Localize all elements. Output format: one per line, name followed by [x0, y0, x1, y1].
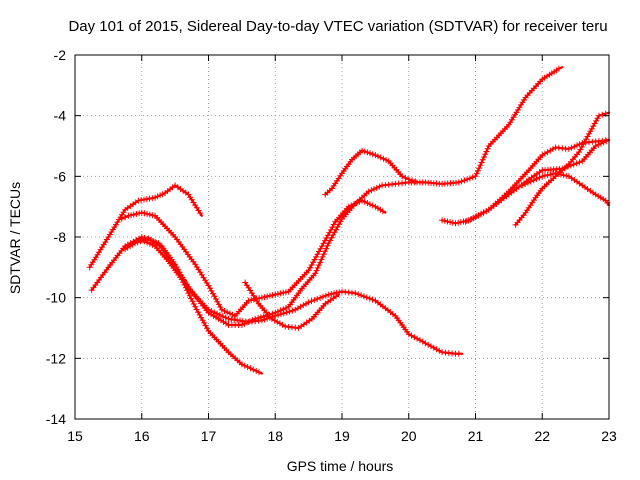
series-line: [324, 149, 420, 196]
series-arc-1: [86, 182, 204, 271]
series-line: [464, 138, 611, 223]
x-tick-label: 18: [267, 428, 283, 444]
y-tick-label: -2: [54, 47, 67, 63]
x-tick-label: 19: [334, 428, 350, 444]
y-tick-label: -4: [54, 108, 67, 124]
series-arc-5: [138, 237, 263, 376]
x-tick-label: 21: [468, 428, 484, 444]
chart-title: Day 101 of 2015, Sidereal Day-to-day VTE…: [68, 18, 607, 35]
x-tick-label: 15: [67, 428, 83, 444]
x-tick-label: 17: [201, 428, 217, 444]
series-arc-11: [519, 170, 611, 207]
y-tick-label: -6: [54, 168, 67, 184]
series-line: [88, 184, 203, 269]
series-markers: [322, 147, 419, 198]
series-arc-9: [462, 138, 611, 225]
x-tick-label: 16: [134, 428, 150, 444]
y-tick-label: -10: [46, 290, 66, 306]
series-arc-6: [242, 279, 340, 331]
x-axis-label: GPS time / hours: [287, 458, 394, 474]
series-markers: [86, 182, 204, 271]
series-markers: [242, 279, 339, 331]
y-tick-label: -8: [54, 229, 67, 245]
series-markers: [118, 197, 386, 319]
axis-ticks: 15 16 17 18 19 20 21 22 23 -14 -12 -10 -8 -6 -4 -2: [46, 47, 617, 444]
series-markers: [122, 235, 462, 357]
grid: [75, 55, 609, 419]
x-tick-label: 22: [534, 428, 550, 444]
y-tick-label: -14: [46, 411, 66, 427]
series-group: [86, 65, 611, 376]
series-markers: [519, 170, 611, 206]
series-arc-4: [122, 235, 464, 357]
x-tick-label: 20: [401, 428, 417, 444]
series-markers: [138, 237, 262, 376]
y-tick-label: -12: [46, 350, 66, 366]
x-tick-label: 23: [601, 428, 617, 444]
y-axis-label: SDTVAR / TECUs: [7, 182, 23, 294]
series-arc-7: [322, 147, 420, 198]
